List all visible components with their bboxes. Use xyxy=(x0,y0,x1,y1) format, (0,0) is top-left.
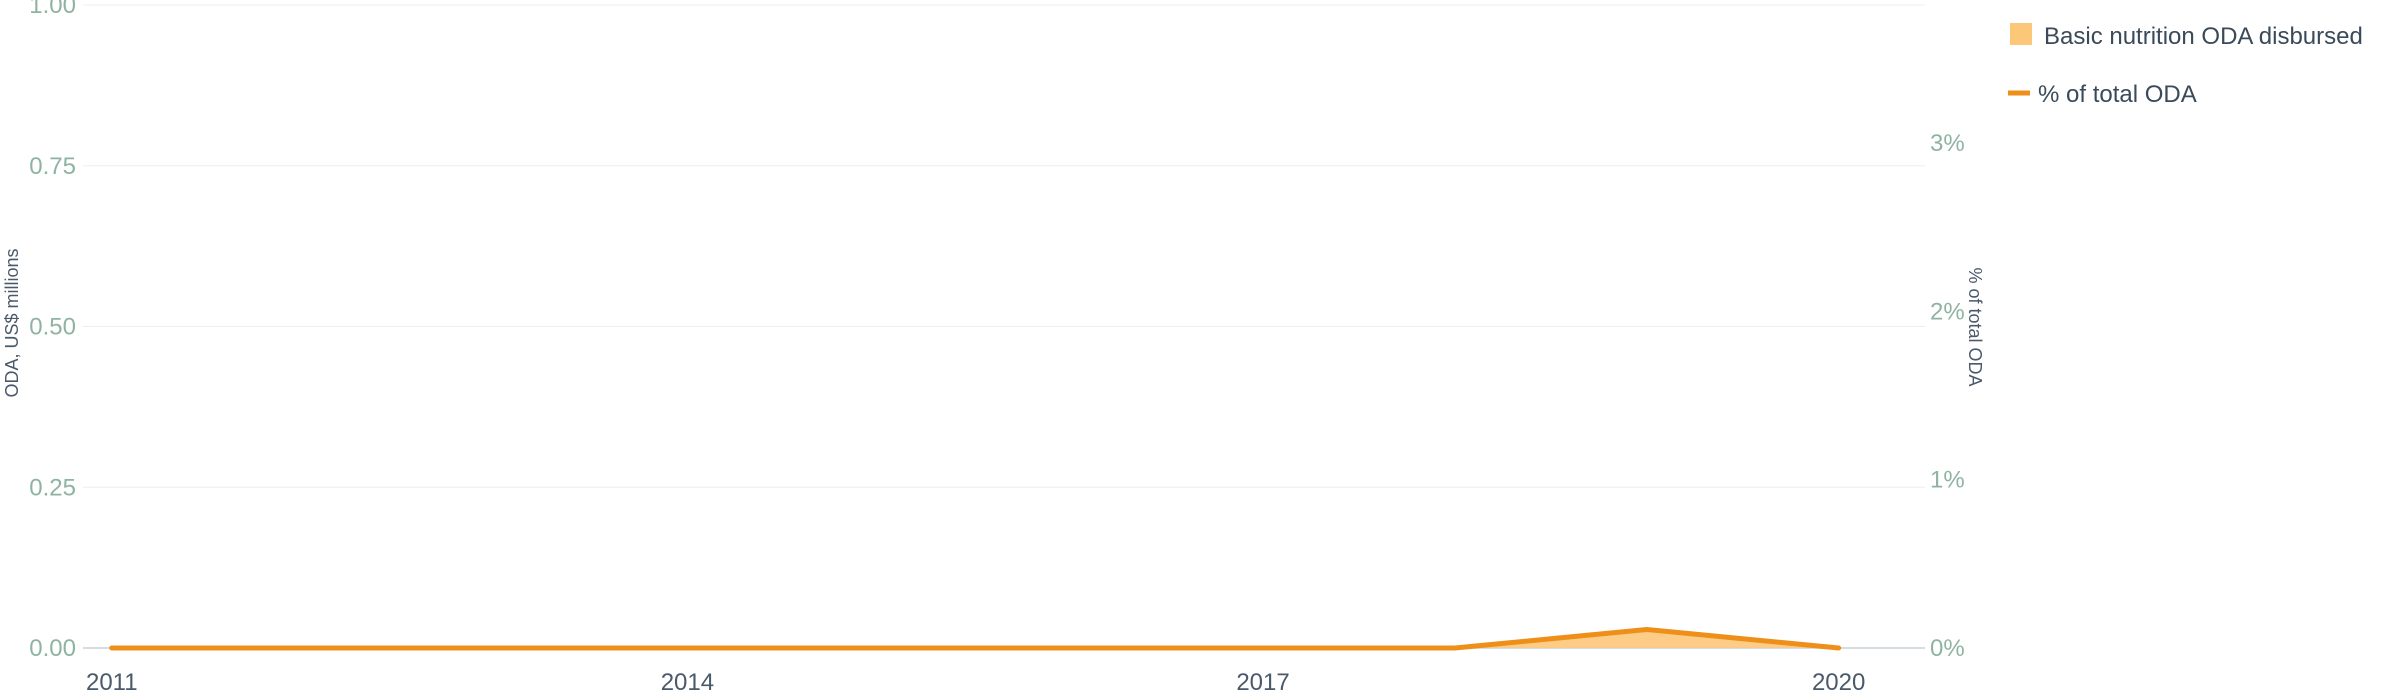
legend: Basic nutrition ODA disbursed % of total… xyxy=(2008,23,2363,108)
right-axis-ticks: 0% 1% 2% 3% xyxy=(1930,130,1965,662)
x-tick-label: 2020 xyxy=(1812,669,1865,696)
legend-label-area: Basic nutrition ODA disbursed xyxy=(2044,23,2363,50)
legend-label-line: % of total ODA xyxy=(2038,81,2197,108)
plot-area xyxy=(109,626,1842,651)
right-tick-label: 2% xyxy=(1930,298,1965,325)
left-tick-label: 0.75 xyxy=(29,153,76,180)
gridlines xyxy=(83,4,1925,649)
left-tick-label: 1.00 xyxy=(29,0,76,19)
left-axis-ticks: 0.00 0.25 0.50 0.75 1.00 xyxy=(29,0,76,662)
x-tick-label: 2017 xyxy=(1236,669,1289,696)
x-axis-ticks: 2011 2014 2017 2020 xyxy=(86,669,1865,696)
left-axis-title: ODA, US$ millions xyxy=(2,248,22,397)
x-tick-label: 2014 xyxy=(661,669,714,696)
right-tick-label: 1% xyxy=(1930,467,1965,494)
left-tick-label: 0.00 xyxy=(29,635,76,662)
line-series-pct-total-oda xyxy=(109,626,1842,651)
right-tick-label: 0% xyxy=(1930,635,1965,662)
right-tick-label: 3% xyxy=(1930,130,1965,157)
area-series-basic-nutrition xyxy=(111,629,1839,648)
legend-swatch-area xyxy=(2010,23,2032,45)
right-axis-title: % of total ODA xyxy=(1965,267,1985,386)
left-tick-label: 0.25 xyxy=(29,474,76,501)
left-tick-label: 0.50 xyxy=(29,314,76,341)
x-tick-label: 2011 xyxy=(86,669,138,696)
